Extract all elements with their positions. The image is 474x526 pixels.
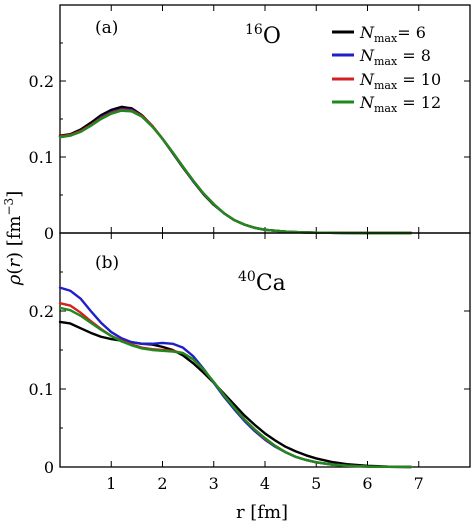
panel-b-xtick-label: 6 <box>362 474 372 493</box>
panel-b-nucleus-label: 40Ca <box>238 269 286 296</box>
y-axis-title: ρ(r) [fm−3] <box>2 191 25 286</box>
panel-b-xtick-label: 7 <box>414 474 424 493</box>
panel-a-ytick-label: 0.1 <box>29 148 54 167</box>
legend: Nmax= 6 Nmax = 8 Nmax = 10 Nmax = 12 <box>332 23 441 115</box>
panel-b-nucleus-symbol: Ca <box>256 271 286 296</box>
panel-a-series-line-1 <box>58 105 413 235</box>
panel-a-ytick-label: 0 <box>44 224 54 243</box>
y-axis-title-exponent: −3 <box>2 198 16 216</box>
panel-a-series-group <box>58 105 413 235</box>
panel-b-xtick-label: 2 <box>157 474 167 493</box>
panel-a-series-line-4 <box>58 109 413 235</box>
panel-b-xtick-label: 5 <box>311 474 321 493</box>
panel-b-ticks: 0 0.1 0.2 1 2 3 4 5 6 7 <box>29 233 470 493</box>
panel-a-ytick-label: 0.2 <box>29 72 54 91</box>
panel-a-series-line-3 <box>58 108 413 235</box>
panel-a-ticks: 0 0.1 0.2 <box>29 5 470 243</box>
panel-b-ytick-label: 0 <box>44 458 54 477</box>
panel-b-xtick-label: 1 <box>106 474 116 493</box>
panel-a-label: (a) <box>95 18 118 38</box>
legend-label-nmax6: Nmax= 6 <box>359 23 426 45</box>
panel-a-nucleus-symbol: O <box>263 24 281 49</box>
panel-b-series-line-1 <box>58 320 413 469</box>
x-axis-title: r [fm] <box>236 502 288 523</box>
panel-a-series-line-2 <box>58 107 413 235</box>
panel-b-calcium-density: 0 0.1 0.2 1 2 3 4 5 6 7 (b) 40Ca <box>29 232 471 493</box>
panel-b-ytick-label: 0.2 <box>29 302 54 321</box>
panel-a-oxygen-density: 0 0.1 0.2 (a) 16O Nmax= 6 Nmax = 8 Nmax = … <box>29 4 471 243</box>
panel-a-nucleus-label: 16O <box>245 22 281 49</box>
legend-label-nmax8: Nmax = 8 <box>359 46 431 68</box>
panel-b-ytick-label: 0.1 <box>29 380 54 399</box>
panel-b-series-group <box>58 286 413 469</box>
legend-label-nmax12: Nmax = 12 <box>359 93 441 115</box>
panel-b-series-line-4 <box>58 306 413 469</box>
panel-b-nucleus-mass: 40 <box>238 269 256 285</box>
legend-label-nmax10: Nmax = 10 <box>359 70 441 92</box>
panel-b-series-line-2 <box>58 286 413 469</box>
panel-a-nucleus-mass: 16 <box>245 22 263 38</box>
panel-b-xtick-label: 4 <box>260 474 270 493</box>
panel-b-xtick-label: 3 <box>209 474 219 493</box>
panel-b-label: (b) <box>95 253 119 273</box>
panel-b-series-line-3 <box>58 302 413 469</box>
